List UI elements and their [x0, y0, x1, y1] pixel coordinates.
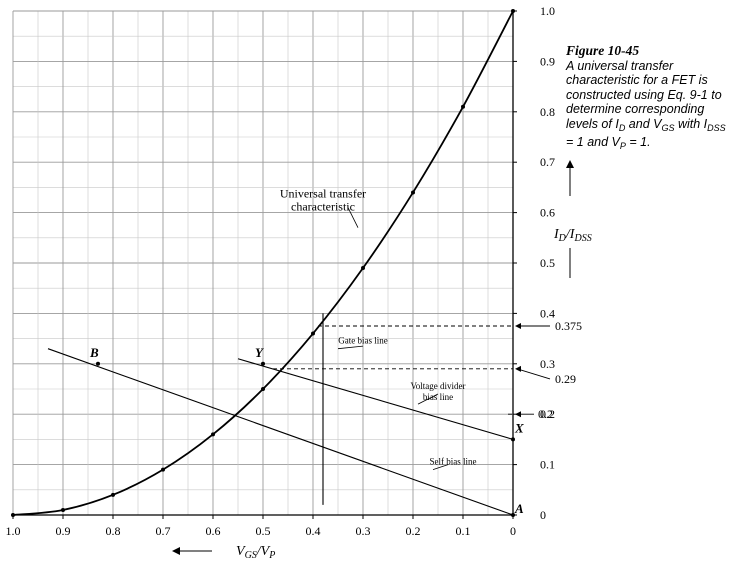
annotation-universal-transfer-characteristic-line1: Universal transfer [280, 186, 366, 200]
caption-subscript: P [619, 141, 626, 151]
x-axis-label: VGS/VP [236, 544, 275, 561]
point-label-x: X [514, 420, 524, 435]
caption-text: = 1 and V [566, 135, 620, 149]
voltage-divider-bias-line [237, 358, 514, 440]
annotation-leader [347, 207, 359, 228]
ref-pointer-arrowhead [515, 411, 521, 418]
x-tick-label: 0.8 [106, 524, 121, 538]
caption-subscript: D [618, 122, 626, 133]
axes [12, 10, 517, 519]
x-tick-label: 0.7 [156, 524, 171, 538]
annotation-leader [417, 393, 439, 405]
y-axis-arrowhead [566, 160, 574, 168]
transfer-curve-point [111, 492, 115, 497]
x-axis-label-part: P [268, 550, 275, 561]
point-label-y: Y [255, 345, 264, 360]
x-tick-label: 0.1 [456, 524, 471, 538]
caption-line-2: characteristic for a FET is [566, 73, 708, 87]
point-x [511, 437, 515, 442]
annotation-self-bias-line: Self bias line [430, 457, 477, 467]
y-axis-label-part: I [553, 227, 560, 242]
transfer-curve-point [61, 507, 65, 512]
y-tick-label: 0.3 [540, 357, 555, 371]
transfer-curve-point [261, 387, 265, 391]
point-label-a: A [514, 501, 524, 516]
x-axis-arrowhead [172, 547, 180, 555]
y-tick-label: 0.5 [540, 256, 555, 270]
point-a [511, 513, 515, 517]
ref-pointer-arrowhead [515, 365, 521, 372]
ref-pointer-arrowhead [515, 323, 521, 329]
x-tick-label: 0.4 [306, 524, 321, 538]
caption-subscript: GS [661, 122, 675, 133]
transfer-curve-point [461, 104, 465, 109]
caption-text: levels of I [566, 116, 619, 131]
y-tick-label: 0.8 [540, 105, 555, 119]
plot-area [11, 9, 551, 517]
caption-text: with I [674, 116, 708, 131]
x-axis-label-part: /V [256, 544, 271, 559]
annotation-universal-transfer-characteristic-line2: characteristic [291, 199, 355, 213]
x-tick-label: 0.5 [256, 524, 271, 538]
annotation-gate-bias-line: Gate bias line [338, 336, 387, 346]
figure-caption: Figure 10-45 A universal transfer charac… [566, 43, 744, 154]
point-y [261, 361, 265, 366]
y-tick-label: 0.6 [540, 206, 555, 220]
caption-text: and V [625, 116, 662, 131]
y-tick-label: 0.1 [540, 458, 555, 472]
caption-line-4: determine corresponding [566, 102, 705, 116]
x-axis-label-part: V [236, 544, 246, 559]
ref-label-0-375: 0.375 [555, 319, 582, 333]
x-axis-label-part: GS [245, 550, 257, 561]
x-tick-label: 0.2 [406, 524, 421, 538]
caption-line-3: constructed using Eq. 9-1 to [566, 87, 722, 102]
transfer-curve-point [411, 190, 415, 195]
annotation-leader [337, 345, 364, 350]
x-tick-label: 0.6 [206, 524, 221, 538]
ref-label-0-29: 0.29 [555, 372, 576, 386]
self-bias-line [47, 348, 514, 516]
caption-text: = 1. [625, 135, 651, 149]
transfer-curve-point [311, 331, 315, 336]
x-tick-label: 0 [510, 524, 516, 538]
caption-line-5: levels of ID and VGS with IDSS [566, 117, 744, 136]
annotation-leader [432, 464, 449, 471]
ref-pointer [516, 368, 551, 380]
x-tick-label: 0.9 [56, 524, 71, 538]
y-axis-label: ID/IDSS [553, 227, 592, 244]
y-tick-label: 0.7 [540, 155, 555, 169]
point-b [96, 361, 100, 366]
x-tick-label: 0.3 [356, 524, 371, 538]
caption-line-1: A universal transfer [566, 58, 674, 73]
transfer-curve-point [161, 467, 165, 472]
annotation-voltage-divider-bias-line-line2: bias line [423, 392, 453, 402]
y-tick-label: 0 [540, 508, 546, 522]
y-axis-label-part: /I [565, 227, 576, 242]
annotation-voltage-divider-bias-line-line1: Voltage divider [410, 381, 465, 391]
figure-number: Figure 10-45 [566, 43, 640, 58]
transfer-curve-point [361, 266, 365, 271]
caption-line-6: = 1 and VP = 1. [566, 135, 744, 154]
grid [12, 10, 514, 516]
y-tick-label: 0.9 [540, 54, 555, 68]
y-axis-label-part: D [558, 233, 567, 244]
ref-label-0-2: 0.2 [538, 407, 553, 421]
y-axis-label-part: DSS [573, 233, 591, 244]
caption-subscript: DSS [707, 122, 726, 133]
y-tick-label: 1.0 [540, 4, 555, 18]
x-tick-label: 1.0 [6, 524, 21, 538]
labels: 1.0 0.9 0.8 0.7 0.6 0.5 0.4 0.3 0.2 0.1 0 0 0.1 0.2 0.… [6, 4, 592, 561]
transfer-curve-point [211, 432, 215, 437]
transfer-curve-point [511, 9, 515, 13]
transfer-curve-point [11, 513, 15, 517]
y-tick-label: 0.2 [540, 407, 555, 421]
point-label-b: B [89, 345, 99, 360]
y-tick-label: 0.4 [540, 306, 555, 320]
